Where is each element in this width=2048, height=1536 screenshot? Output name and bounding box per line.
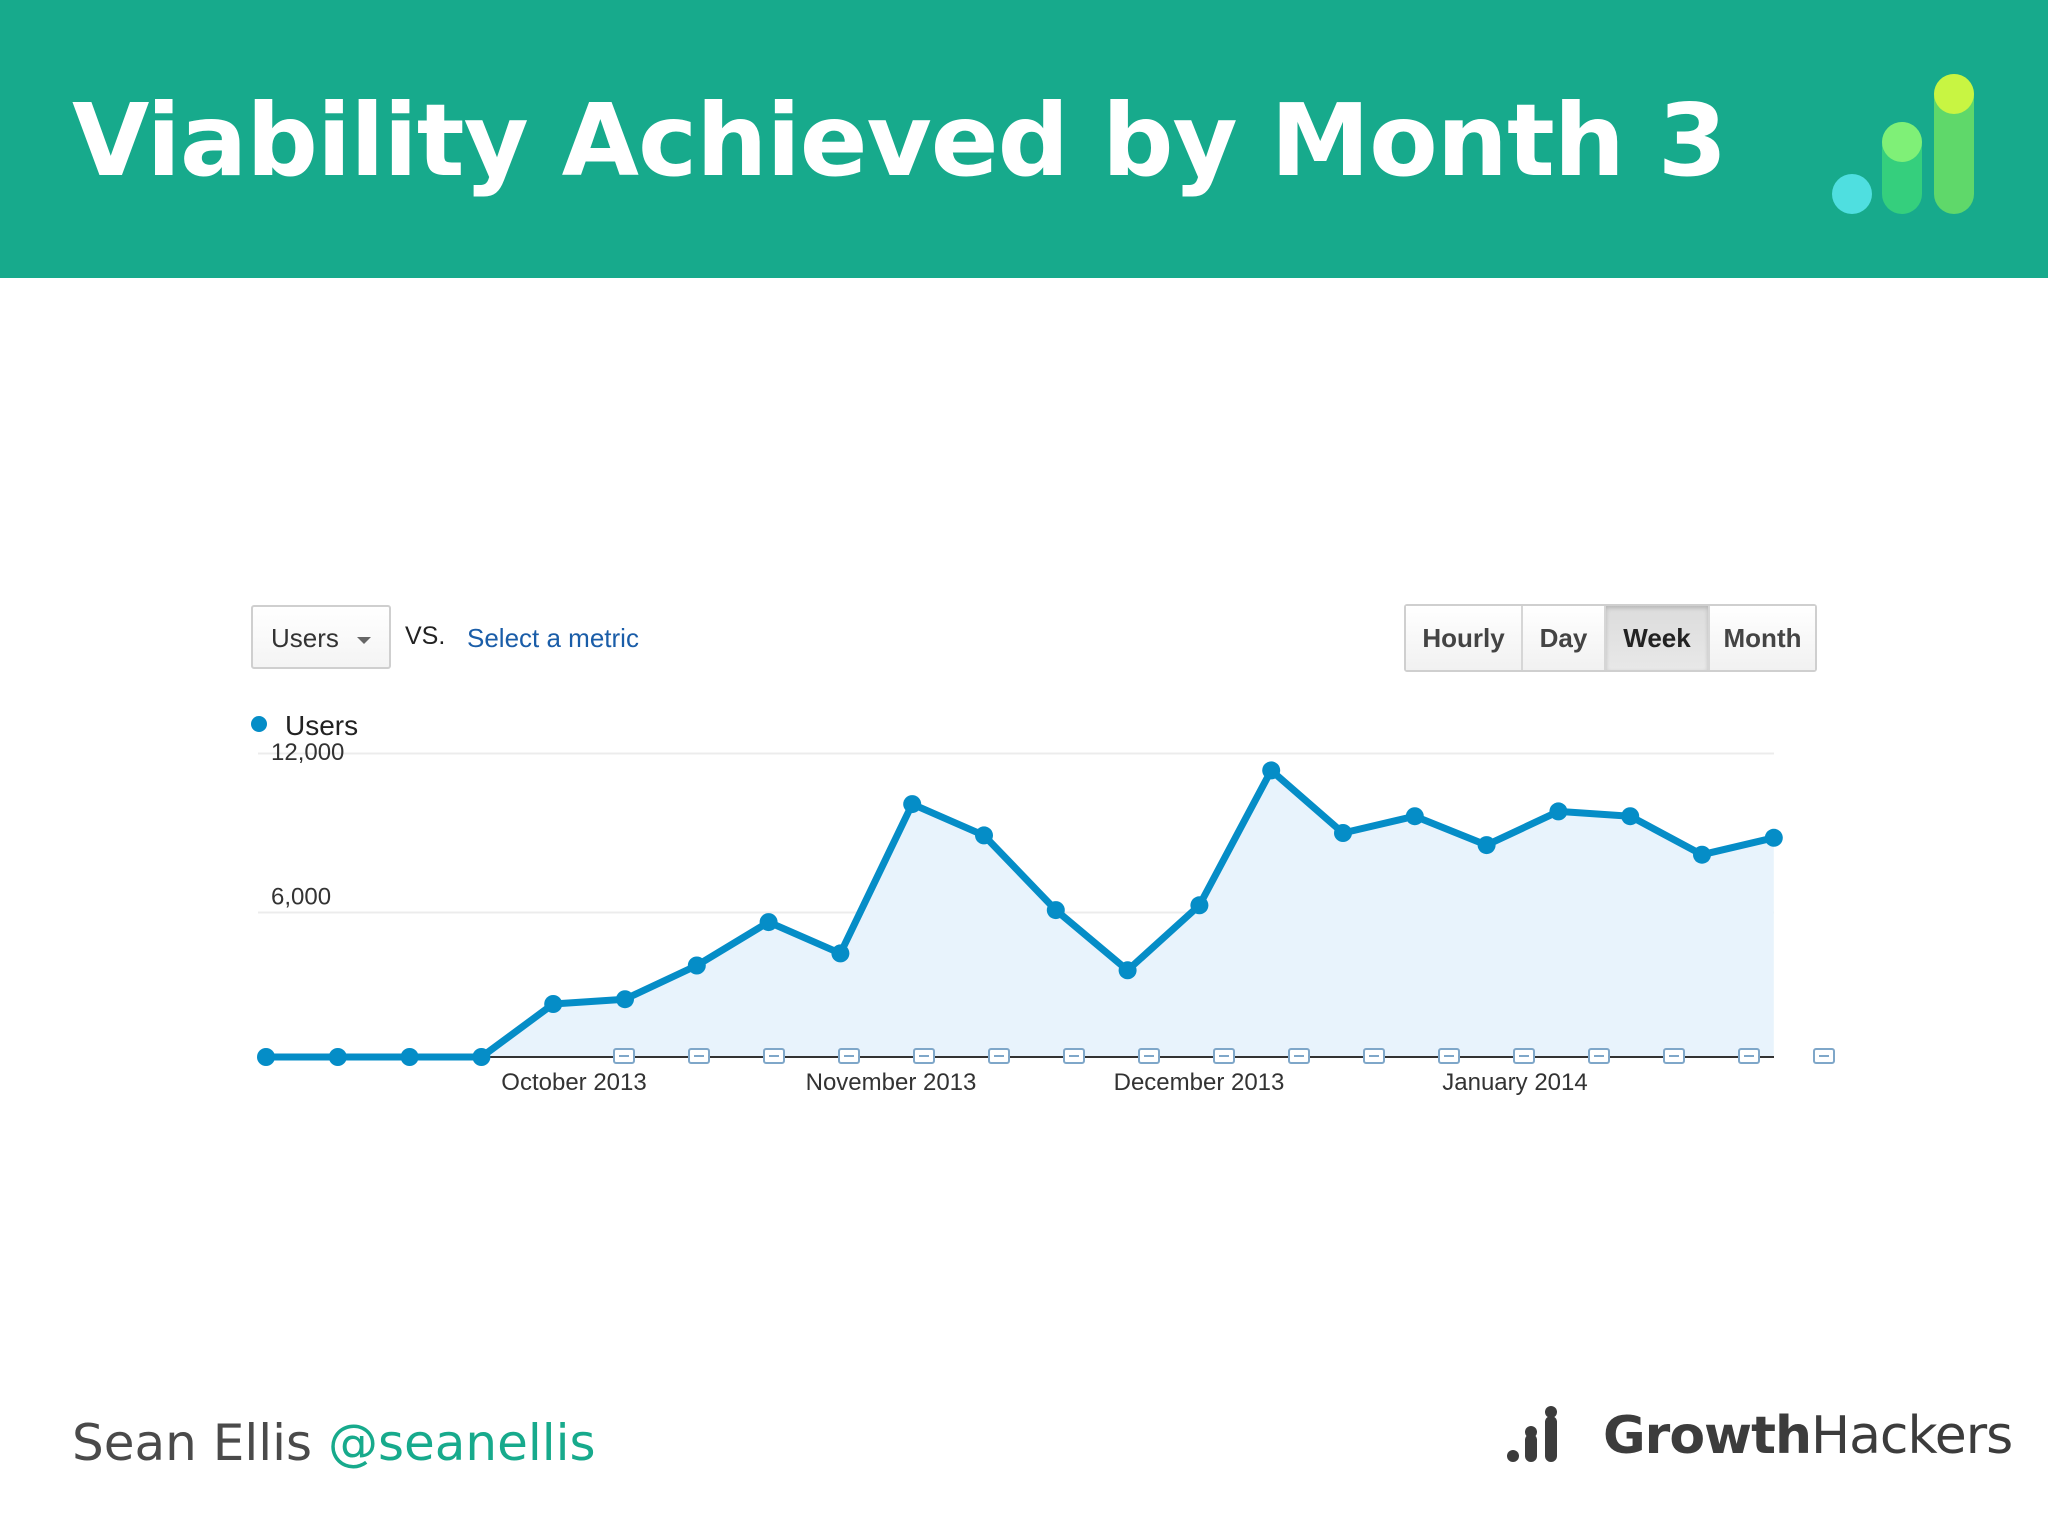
data-point [400, 1048, 419, 1066]
chevron-down-icon [357, 637, 371, 644]
x-tick-label: November 2013 [806, 1069, 977, 1096]
select-metric-link[interactable]: Select a metric [467, 623, 639, 653]
y-tick-label: 12,000 [271, 739, 344, 766]
metric-dropdown-label: Users [271, 623, 339, 653]
growthhackers-logo-icon [1507, 1406, 1557, 1462]
annotation-marker-icon [1213, 1048, 1235, 1064]
annotation-marker-icon [613, 1048, 635, 1064]
annotation-marker-icon [1738, 1048, 1760, 1064]
data-point [1334, 824, 1352, 842]
series-line-users [266, 766, 1775, 1061]
annotation-marker-icon [1438, 1048, 1460, 1064]
footer-author: Sean Ellis @seanellis [72, 1414, 596, 1472]
growth-bars-logo-icon [1832, 74, 1974, 214]
legend-marker-icon [251, 716, 267, 732]
data-point [975, 826, 993, 845]
data-point [687, 956, 706, 975]
annotation-marker-icon [763, 1048, 785, 1064]
data-point [544, 995, 563, 1013]
data-point [1621, 807, 1640, 826]
data-point [903, 795, 922, 814]
data-point [759, 913, 778, 932]
period-week-button[interactable]: Week [1606, 606, 1710, 670]
data-point [1405, 807, 1424, 826]
data-point [831, 944, 850, 963]
period-hourly-button[interactable]: Hourly [1406, 606, 1523, 670]
brand-part-growth: Growth [1603, 1406, 1812, 1466]
chart-legend: Users [251, 710, 358, 742]
annotation-marker-icon [688, 1048, 710, 1064]
legend-label: Users [285, 710, 359, 741]
growthhackers-wordmark: GrowthHackers [1603, 1406, 2013, 1466]
data-point [1477, 836, 1496, 855]
period-day-button[interactable]: Day [1523, 606, 1606, 670]
data-point [1693, 845, 1711, 864]
x-tick-label: October 2013 [501, 1069, 646, 1096]
period-month-button[interactable]: Month [1710, 606, 1815, 670]
annotation-marker-icon [1138, 1048, 1160, 1064]
slide-title: Viability Achieved by Month 3 [72, 82, 1727, 199]
data-point [1262, 761, 1281, 780]
series-area [266, 770, 1774, 1057]
data-point [257, 1048, 275, 1066]
data-point [472, 1048, 491, 1066]
data-point [1549, 802, 1568, 821]
annotation-marker-icon [1663, 1048, 1685, 1064]
data-point [1764, 828, 1783, 847]
annotation-marker-icon [1513, 1048, 1535, 1064]
x-tick-label: January 2014 [1442, 1069, 1587, 1096]
annotation-marker-icon [913, 1048, 935, 1064]
vs-label: VS. [405, 622, 446, 650]
author-handle: @seanellis [327, 1414, 596, 1472]
data-point [1046, 901, 1065, 920]
brand-part-hackers: Hackers [1810, 1406, 2013, 1466]
annotation-marker-icon [1588, 1048, 1610, 1064]
y-tick-label: 6,000 [271, 884, 331, 911]
data-point [616, 990, 634, 1009]
annotation-marker-icon [838, 1048, 860, 1064]
annotation-marker-icon [1363, 1048, 1385, 1064]
slide-header: Viability Achieved by Month 3 [0, 0, 2048, 278]
annotation-marker-icon [1288, 1048, 1310, 1064]
author-name: Sean Ellis [72, 1414, 313, 1472]
data-point [1190, 896, 1209, 915]
data-point [328, 1048, 347, 1066]
x-tick-label: December 2013 [1114, 1069, 1285, 1096]
annotation-marker-icon [1063, 1048, 1085, 1064]
metric-dropdown[interactable]: Users [251, 605, 391, 669]
annotation-marker-icon [988, 1048, 1010, 1064]
data-point [1118, 961, 1137, 980]
period-toggle: Hourly Day Week Month [1404, 604, 1817, 672]
annotation-marker-icon [1813, 1048, 1835, 1064]
